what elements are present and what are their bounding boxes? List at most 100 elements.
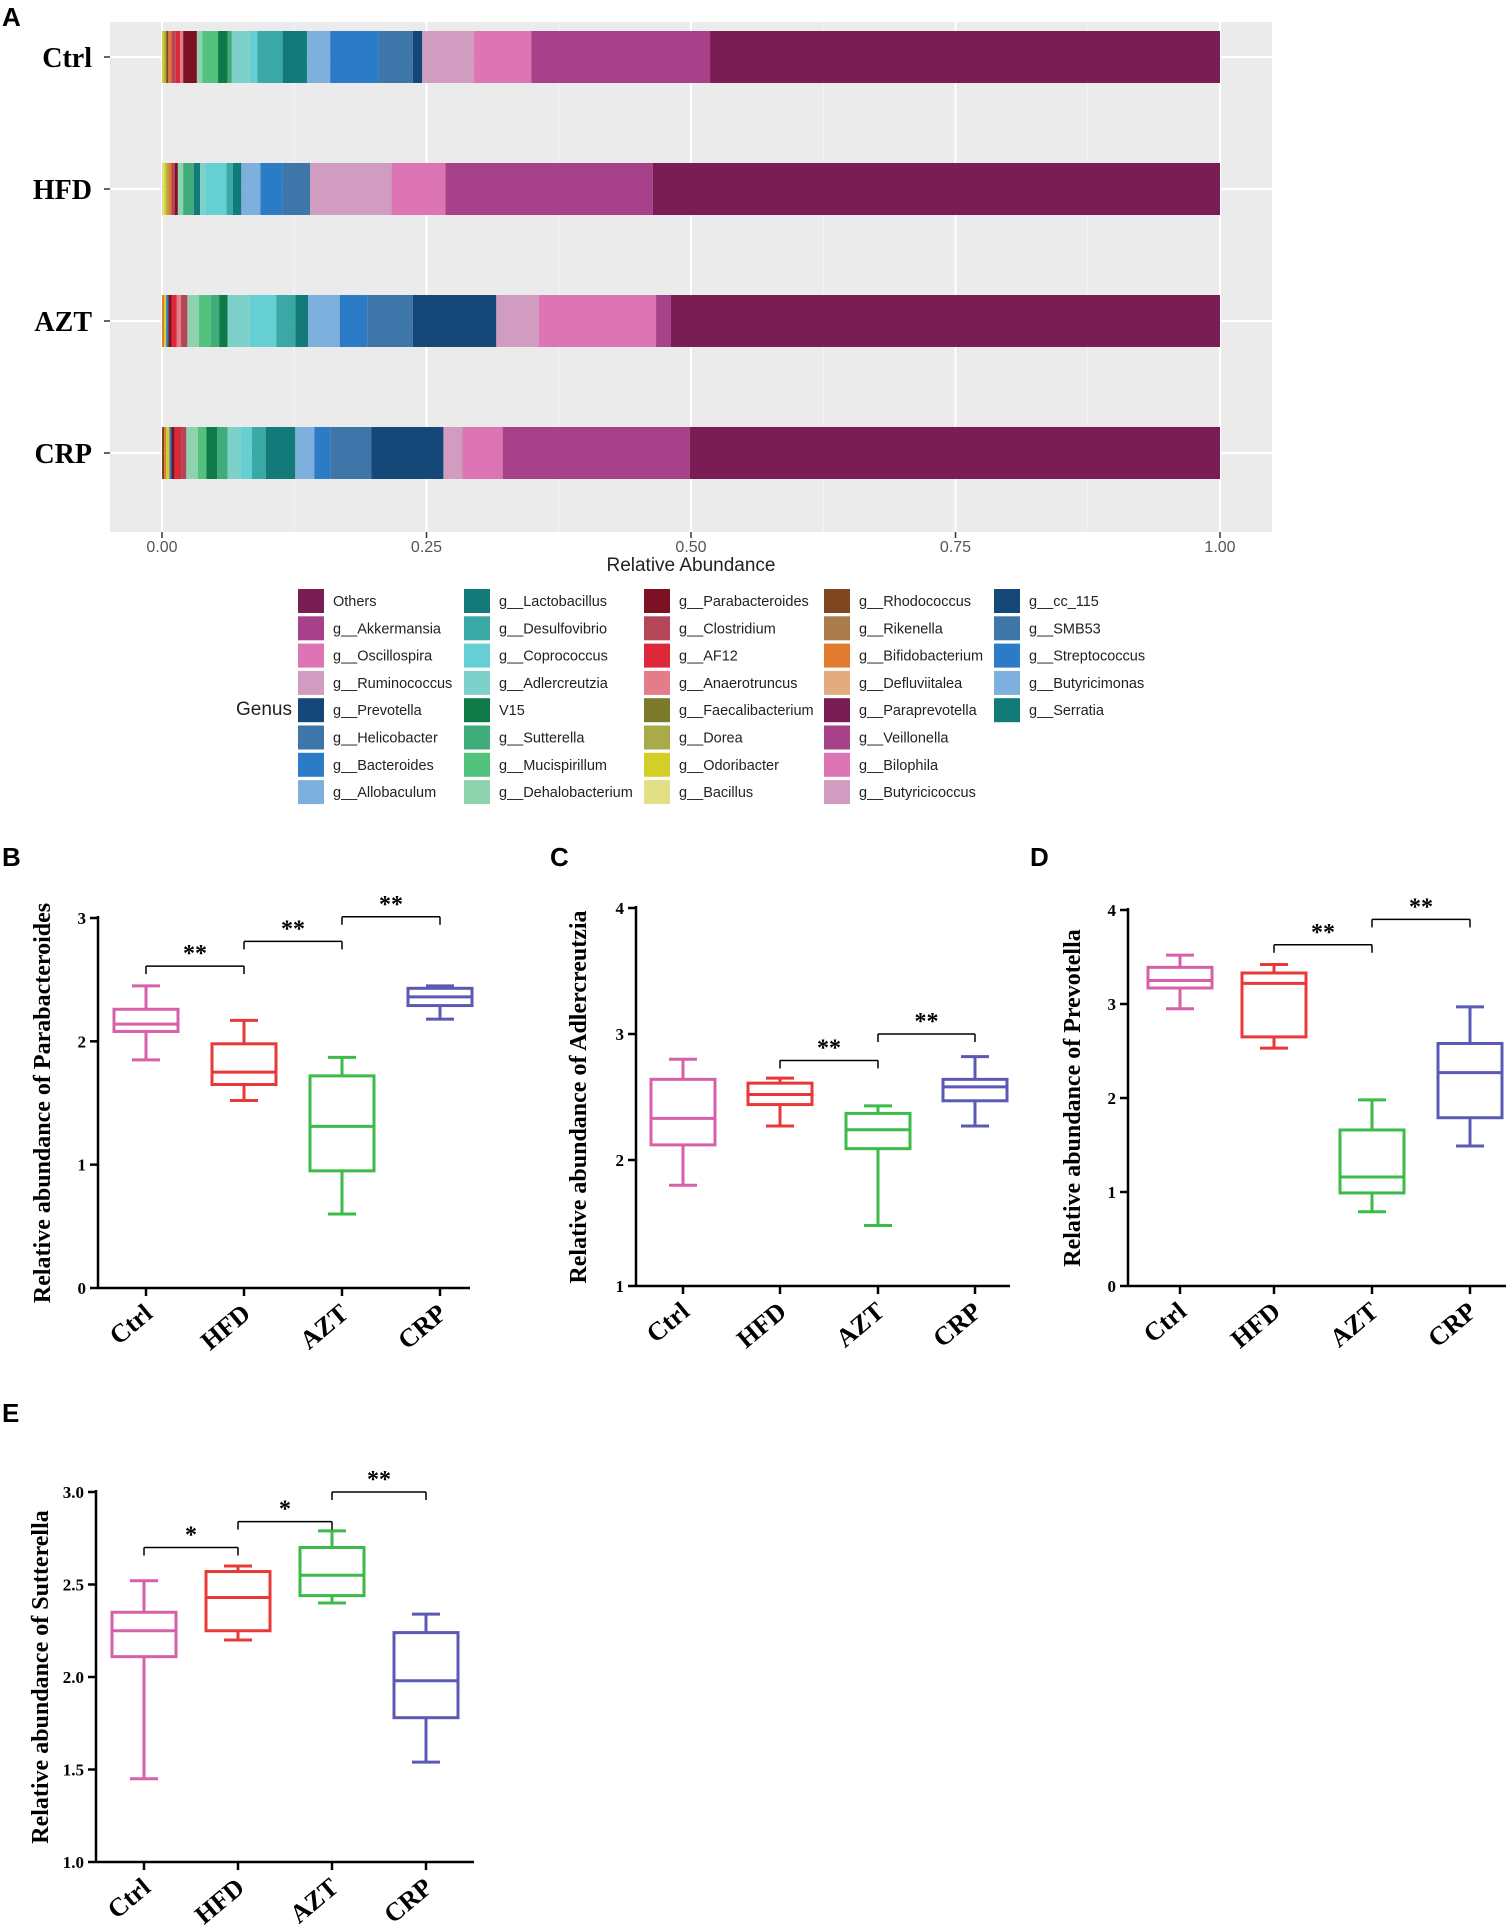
x-tick-label: 1.00	[1204, 539, 1235, 556]
y-tick-label: 0	[1108, 1277, 1117, 1296]
y-tick-label: 4	[1108, 901, 1117, 920]
significance-label: **	[1311, 920, 1335, 946]
bar-segment	[168, 163, 172, 215]
x-tick-label: 0.75	[940, 539, 971, 556]
bar-segment	[217, 427, 228, 479]
legend-swatch	[994, 670, 1020, 695]
legend-label: g__Mucispirillum	[499, 758, 607, 774]
bar-segment	[164, 31, 167, 83]
bar-segment	[164, 163, 167, 215]
legend-swatch	[994, 698, 1020, 723]
legend-label: g__Allobaculum	[333, 785, 436, 801]
bar-segment	[227, 427, 241, 479]
category-label: AZT	[294, 1298, 354, 1355]
y-tick-label: 0	[78, 1279, 87, 1298]
bar-segment	[187, 295, 200, 347]
legend-swatch	[644, 752, 670, 777]
bar-segment	[339, 295, 368, 347]
bar-segment	[231, 31, 250, 83]
box-iqr	[1146, 965, 1214, 990]
legend-swatch	[824, 752, 850, 777]
y-tick-label: 3.0	[63, 1483, 84, 1502]
significance-label: *	[279, 1497, 291, 1523]
legend-label: Others	[333, 594, 377, 610]
y-axis-title: Relative abundance of Adlercreutzia	[566, 910, 592, 1283]
legend-label: g__Butyricicoccus	[859, 785, 976, 801]
bar-segment	[205, 163, 227, 215]
bar-segment	[474, 31, 532, 83]
bar-segment	[202, 31, 219, 83]
legend-label: g__Oscillospira	[333, 649, 433, 665]
legend-label: g__Dorea	[679, 731, 744, 747]
legend-swatch	[644, 698, 670, 723]
legend-swatch	[464, 780, 490, 805]
legend-swatch	[298, 643, 324, 668]
significance-label: **	[1409, 894, 1433, 920]
bar-segment	[177, 163, 184, 215]
legend-label: g__Bacillus	[679, 785, 753, 801]
bar-segment	[197, 427, 207, 479]
box-iqr	[204, 1570, 272, 1633]
legend-label: g__SMB53	[1029, 621, 1101, 637]
y-tick-label: 2	[78, 1032, 87, 1051]
legend-label: g__Bacteroides	[333, 758, 434, 774]
legend-label: g__Butyricimonas	[1029, 676, 1144, 692]
bar-segment	[176, 295, 182, 347]
category-label: HFD	[731, 1296, 792, 1353]
legend-swatch	[644, 670, 670, 695]
chart-legend: Genus Others g__Akkermansia g__Oscillospira…	[236, 589, 1145, 805]
legend-swatch	[298, 780, 324, 805]
legend-swatch	[298, 698, 324, 723]
legend-swatch	[464, 670, 490, 695]
legend-swatch	[464, 589, 490, 613]
legend-title: Genus	[236, 699, 292, 720]
legend-label: g__Serratia	[1029, 703, 1105, 719]
legend-swatch	[298, 616, 324, 641]
category-label: AZT	[1324, 1296, 1384, 1353]
y-tick-label: 1.5	[63, 1761, 84, 1780]
bar-segment	[227, 295, 250, 347]
bar-segment	[171, 295, 177, 347]
bar-segment	[171, 163, 175, 215]
box-iqr	[298, 1546, 366, 1598]
significance-label: *	[185, 1523, 197, 1549]
panel-label-b: B	[2, 842, 21, 872]
panel-label-a: A	[2, 2, 21, 32]
bar-segment	[168, 31, 172, 83]
box-iqr	[649, 1077, 717, 1147]
bar-segment	[445, 163, 653, 215]
category-label: HFD	[195, 1298, 256, 1355]
bar-segment	[174, 427, 182, 479]
legend-label: g__Prevotella	[333, 703, 423, 719]
legend-swatch	[464, 752, 490, 777]
bar-segment	[199, 295, 211, 347]
box-iqr	[308, 1074, 376, 1173]
bar-segment	[171, 427, 175, 479]
legend-swatch	[824, 780, 850, 805]
category-label: CRP	[392, 1298, 452, 1355]
significance-label: **	[281, 916, 305, 942]
bar-segment	[306, 31, 331, 83]
bar-segment	[196, 31, 203, 83]
box-plot-prevotella: 0 1 2 3 4 Relative abundance of Prevotella Ctr…	[1060, 894, 1506, 1354]
legend-swatch	[464, 616, 490, 641]
legend-label: V15	[499, 703, 525, 719]
legend-swatch	[298, 725, 324, 750]
bar-segment	[330, 427, 372, 479]
bar-segment	[162, 31, 165, 83]
legend-label: g__Rhodococcus	[859, 594, 971, 610]
y-axis-title: Relative abundance of Parabacteroides	[30, 903, 56, 1303]
bar-segment	[166, 163, 169, 215]
bar-segment	[241, 163, 261, 215]
bar-segment	[656, 295, 671, 347]
legend-swatch	[824, 698, 850, 723]
legend-label: g__Lactobacillus	[499, 594, 607, 610]
legend-label: g__Bilophila	[859, 758, 939, 774]
bar-segment	[249, 31, 258, 83]
legend-swatch	[994, 643, 1020, 668]
bar-segment	[412, 31, 423, 83]
bar-segment	[265, 427, 296, 479]
bar-segment	[282, 31, 307, 83]
legend-label: g__Helicobacter	[333, 731, 438, 747]
panel-label-e: E	[2, 1398, 19, 1428]
